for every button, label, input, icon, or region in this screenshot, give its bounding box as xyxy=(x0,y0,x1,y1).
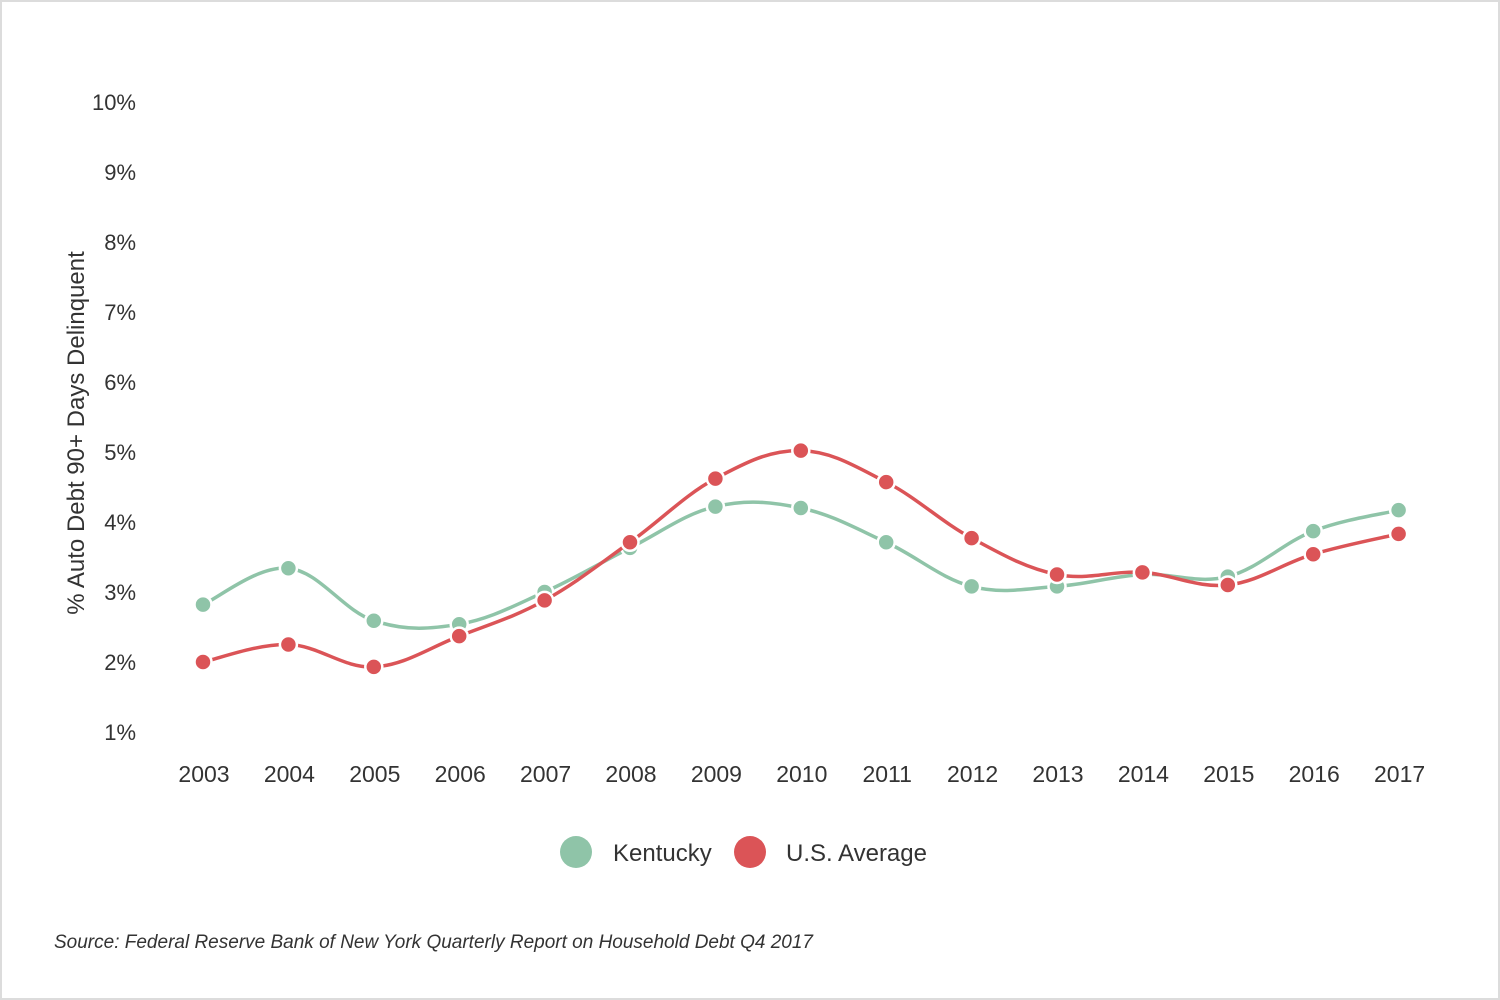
y-tick-label: 7% xyxy=(104,300,136,325)
y-axis-ticks: 1% 2% 3% 4% 5% 6% 7% 8% 9% 10% xyxy=(92,90,136,745)
legend-label-u-s-average: U.S. Average xyxy=(786,840,927,867)
y-tick-label: 2% xyxy=(104,650,136,675)
series-layer xyxy=(193,440,1409,677)
x-tick-label: 2015 xyxy=(1203,761,1254,787)
series-kentucky xyxy=(193,496,1409,634)
data-point-kentucky xyxy=(1303,521,1323,541)
series-u-s-average xyxy=(193,440,1409,677)
data-point-kentucky xyxy=(705,496,726,517)
x-tick-label: 2008 xyxy=(605,761,656,787)
y-tick-label: 1% xyxy=(104,720,136,745)
x-tick-label: 2017 xyxy=(1374,761,1425,787)
legend-marker-u-s-average xyxy=(734,836,766,868)
y-tick-label: 10% xyxy=(92,90,136,115)
data-point-kentucky xyxy=(876,532,896,553)
data-point-kentucky xyxy=(278,558,299,578)
x-tick-label: 2003 xyxy=(178,761,229,787)
data-point-kentucky xyxy=(193,594,213,615)
data-point-u-s-average xyxy=(449,626,469,646)
legend-marker-kentucky xyxy=(560,836,592,868)
x-tick-label: 2010 xyxy=(776,761,827,787)
y-tick-label: 9% xyxy=(104,160,136,185)
data-point-u-s-average xyxy=(534,590,555,611)
data-point-kentucky xyxy=(1388,500,1409,520)
data-point-u-s-average xyxy=(1388,524,1409,544)
data-point-u-s-average xyxy=(620,532,640,553)
legend: Kentucky U.S. Average xyxy=(560,836,927,868)
y-tick-label: 8% xyxy=(104,230,136,255)
data-point-u-s-average xyxy=(1132,562,1153,583)
x-tick-label: 2013 xyxy=(1032,761,1083,787)
data-point-u-s-average xyxy=(876,472,896,492)
data-point-u-s-average xyxy=(791,440,811,461)
x-tick-label: 2016 xyxy=(1289,761,1340,787)
legend-label-kentucky: Kentucky xyxy=(613,840,712,867)
x-tick-label: 2014 xyxy=(1118,761,1169,787)
y-tick-label: 5% xyxy=(104,440,136,465)
data-point-kentucky xyxy=(791,498,811,518)
series-line-kentucky xyxy=(202,500,1400,630)
x-tick-label: 2009 xyxy=(691,761,742,787)
series-line-u-s-average xyxy=(202,448,1400,669)
x-tick-label: 2011 xyxy=(862,761,911,787)
x-tick-label: 2007 xyxy=(520,761,571,787)
x-tick-label: 2004 xyxy=(264,761,315,787)
x-tick-label: 2006 xyxy=(435,761,486,787)
y-tick-label: 3% xyxy=(104,580,136,605)
data-point-u-s-average xyxy=(364,657,384,677)
data-point-u-s-average xyxy=(193,652,213,672)
x-tick-label: 2005 xyxy=(349,761,400,787)
data-point-u-s-average xyxy=(278,634,299,655)
data-point-u-s-average xyxy=(705,468,726,489)
x-axis-ticks: 2003 2004 2005 2006 2007 2008 2009 2010 2011 2012… xyxy=(178,761,1425,787)
y-tick-label: 4% xyxy=(104,510,136,535)
data-point-u-s-average xyxy=(1047,564,1067,585)
y-tick-label: 6% xyxy=(104,370,136,395)
data-point-u-s-average xyxy=(961,528,982,548)
source-note: Source: Federal Reserve Bank of New York… xyxy=(54,932,813,953)
data-point-u-s-average xyxy=(1218,575,1238,595)
data-point-kentucky xyxy=(364,610,384,631)
y-axis-label: % Auto Debt 90+ Days Delinquent xyxy=(63,251,90,615)
data-point-kentucky xyxy=(961,576,982,597)
data-point-u-s-average xyxy=(1303,544,1323,564)
x-tick-label: 2012 xyxy=(947,761,998,787)
